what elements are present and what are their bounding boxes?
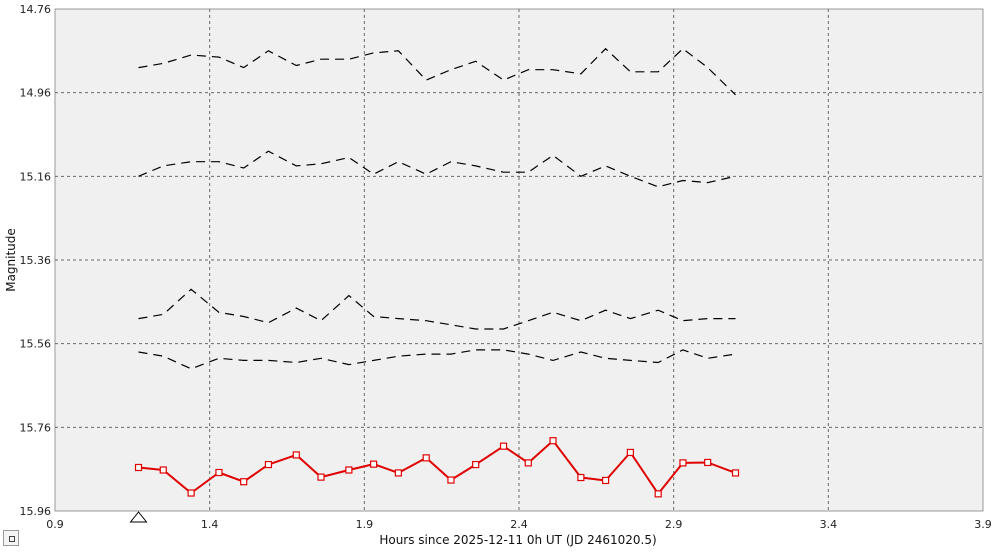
- data-point: [240, 478, 248, 486]
- y-tick-label: 15.16: [20, 170, 52, 183]
- data-point: [472, 460, 480, 469]
- data-point: [394, 469, 402, 477]
- data-point: [626, 448, 634, 457]
- data-point: [317, 473, 325, 481]
- data-point: [159, 466, 167, 474]
- y-axis-title: Magnitude: [4, 228, 18, 292]
- data-point: [549, 437, 557, 445]
- series-group: [134, 47, 740, 498]
- data-point: [731, 469, 740, 477]
- series-3: [138, 288, 736, 330]
- data-point: [602, 476, 610, 485]
- y-tick-label: 15.96: [20, 505, 52, 518]
- data-point: [422, 454, 430, 462]
- x-tick-label: 3.9: [974, 518, 992, 531]
- data-point: [187, 489, 195, 497]
- series-line: [138, 439, 736, 495]
- data-point: [704, 458, 712, 467]
- data-point: [134, 463, 143, 472]
- tick-labels: 0.9 1.4 1.9 2.4 2.9 3.4 3.9 14.76 14.96 15.16 15.3…: [20, 3, 992, 531]
- y-tick-label: 15.56: [20, 338, 52, 351]
- data-point: [370, 460, 378, 468]
- y-tick-label: 15.36: [20, 254, 52, 267]
- data-point: [292, 451, 300, 459]
- x-tick-label: 2.4: [510, 518, 528, 531]
- x-tick-label: 0.9: [46, 518, 64, 531]
- data-point: [447, 476, 455, 484]
- data-point: [577, 473, 585, 482]
- series-5: [134, 437, 740, 498]
- grid: [55, 9, 983, 511]
- x-tick-label: 1.9: [356, 518, 374, 531]
- data-point: [345, 466, 353, 474]
- data-point: [524, 459, 532, 467]
- x-tick-label: 2.9: [665, 518, 683, 531]
- x-markers: [129, 511, 148, 523]
- y-tick-label: 14.96: [20, 87, 52, 100]
- series-4: [138, 349, 736, 370]
- x-tick-label: 1.4: [201, 518, 219, 531]
- y-tick-label: 15.76: [20, 421, 52, 434]
- y-tick-label: 14.76: [20, 3, 52, 16]
- series-line: [138, 150, 736, 188]
- series-line: [138, 349, 736, 370]
- data-point: [679, 459, 687, 467]
- series-2: [138, 150, 736, 188]
- series-line: [138, 288, 736, 330]
- x-tick-label: 3.4: [820, 518, 838, 531]
- options-button[interactable]: [3, 530, 19, 546]
- data-point: [654, 490, 662, 498]
- data-point: [264, 460, 273, 469]
- square-icon: [9, 536, 15, 542]
- data-point: [499, 442, 508, 450]
- triangle-marker: [129, 511, 148, 523]
- x-axis-title: Hours since 2025-12-11 0h UT (JD 2461020…: [379, 533, 656, 547]
- data-point: [215, 468, 223, 477]
